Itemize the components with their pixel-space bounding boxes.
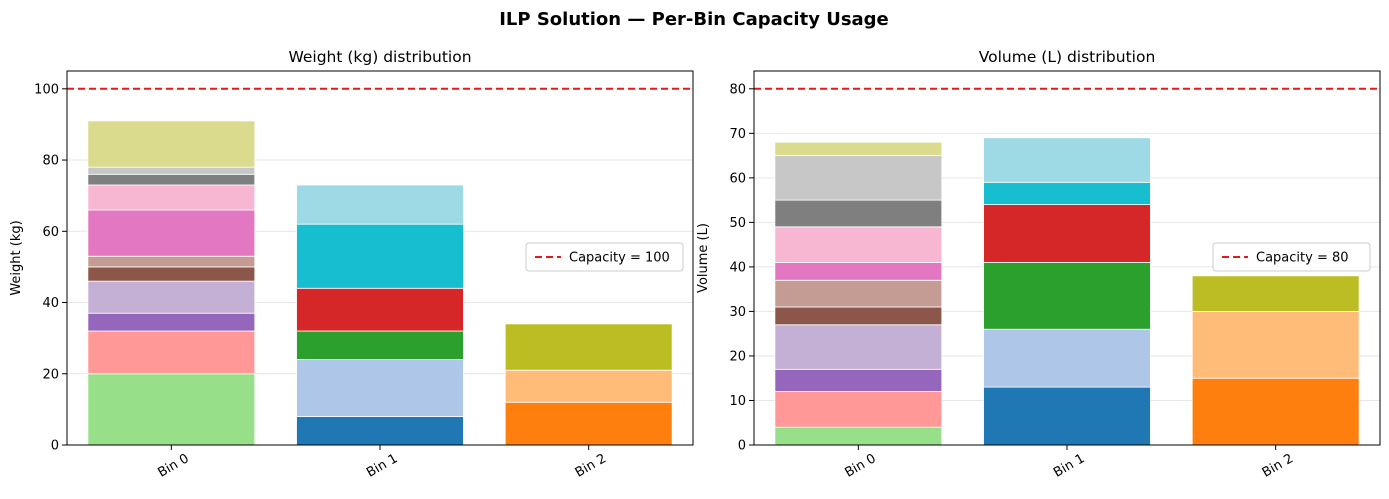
bar-segment bbox=[504, 323, 673, 371]
y-tick-label: 50 bbox=[729, 216, 746, 231]
bar-segment bbox=[983, 386, 1151, 446]
y-tick-label: 60 bbox=[42, 225, 59, 240]
bar-segment bbox=[87, 173, 256, 186]
bar-segment bbox=[296, 359, 464, 417]
x-tick-label: Bin 1 bbox=[1051, 451, 1087, 481]
bar-segment bbox=[983, 328, 1151, 388]
bar-segment bbox=[774, 155, 943, 201]
y-tick-label: 80 bbox=[42, 154, 59, 169]
legend-box bbox=[1212, 242, 1371, 272]
bar-segment bbox=[87, 280, 256, 314]
bar-segment bbox=[1191, 275, 1360, 312]
bar-segment bbox=[1191, 377, 1360, 446]
bar-segment bbox=[774, 306, 943, 326]
bar-segment bbox=[87, 266, 256, 282]
y-tick-label: 60 bbox=[729, 171, 746, 186]
y-tick-label: 10 bbox=[729, 394, 746, 409]
y-tick-label: 0 bbox=[51, 439, 59, 454]
y-tick-label: 0 bbox=[738, 439, 746, 454]
bar-segment bbox=[774, 368, 943, 392]
bar-segment bbox=[296, 416, 464, 446]
y-tick-label: 40 bbox=[729, 260, 746, 275]
bar-segment bbox=[504, 369, 673, 403]
chart-title: Weight (kg) distribution bbox=[288, 48, 471, 66]
y-tick-label: 30 bbox=[729, 305, 746, 320]
y-axis-label: Weight (kg) bbox=[9, 220, 24, 295]
bar-segment bbox=[774, 226, 943, 263]
legend: Capacity = 80 bbox=[1212, 242, 1371, 272]
bar-segment bbox=[774, 391, 943, 428]
bar-segment bbox=[87, 209, 256, 257]
bar-segment bbox=[87, 312, 256, 332]
bar-segment bbox=[87, 184, 256, 211]
legend: Capacity = 100 bbox=[525, 242, 684, 272]
bar-segment bbox=[296, 184, 464, 225]
y-tick-label: 20 bbox=[42, 367, 59, 382]
bar-segment bbox=[983, 204, 1151, 263]
bar-segment bbox=[504, 401, 673, 446]
x-tick-label: Bin 0 bbox=[155, 451, 191, 481]
bar-segment bbox=[296, 287, 464, 332]
bar-segment bbox=[983, 262, 1151, 330]
chart-panel-1: 0 10 20 30 40 50 60 70 80 Bin 0 Bin 1 Bin 2 Volume (… bbox=[696, 48, 1381, 481]
bar-segment bbox=[983, 181, 1151, 205]
y-tick-label: 70 bbox=[729, 127, 746, 142]
figure-title: ILP Solution — Per-Bin Capacity Usage bbox=[499, 9, 889, 30]
y-tick-label: 100 bbox=[34, 82, 59, 97]
bar-segment bbox=[983, 137, 1151, 183]
x-tick-label: Bin 1 bbox=[364, 451, 400, 481]
bar-segment bbox=[296, 330, 464, 360]
y-tick-label: 80 bbox=[729, 82, 746, 97]
bar-segment bbox=[774, 426, 943, 446]
x-tick-label: Bin 0 bbox=[842, 451, 878, 481]
legend-label: Capacity = 100 bbox=[569, 251, 670, 266]
legend-box bbox=[525, 242, 684, 272]
y-axis-label: Volume (L) bbox=[696, 223, 711, 293]
x-tick-label: Bin 2 bbox=[1260, 451, 1296, 481]
bar-segment bbox=[774, 199, 943, 228]
bar-segment bbox=[774, 324, 943, 370]
bar-segment bbox=[296, 223, 464, 289]
chart-panel-0: 0 20 40 60 80 100 Bin 0 Bin 1 Bin 2 Weight (kg) d… bbox=[9, 48, 694, 481]
chart-title: Volume (L) distribution bbox=[979, 48, 1156, 66]
bar-segment bbox=[774, 141, 943, 156]
bar-segment bbox=[87, 255, 256, 268]
y-tick-label: 40 bbox=[42, 296, 59, 311]
bar-segment bbox=[774, 279, 943, 308]
bar-segment bbox=[87, 120, 256, 168]
x-tick-label: Bin 2 bbox=[573, 451, 609, 481]
bar-segment bbox=[774, 262, 943, 281]
bar-segment bbox=[87, 166, 256, 175]
y-tick-label: 20 bbox=[729, 349, 746, 364]
bar-segment bbox=[1191, 311, 1360, 379]
bar-segment bbox=[87, 373, 256, 446]
legend-label: Capacity = 80 bbox=[1256, 251, 1349, 266]
bar-segment bbox=[87, 330, 256, 375]
